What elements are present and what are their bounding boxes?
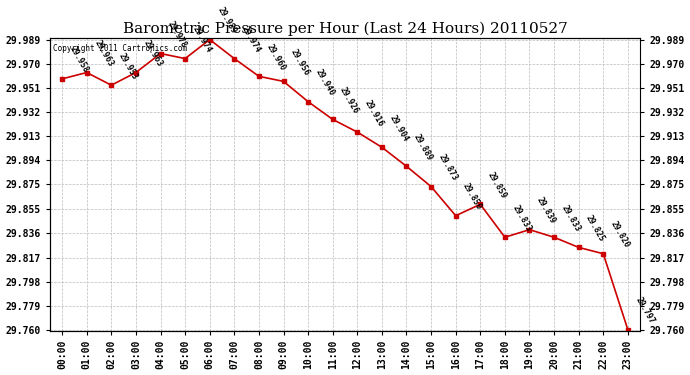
Text: 29.833: 29.833 [511,203,533,233]
Text: 29.958: 29.958 [68,45,90,75]
Text: 29.904: 29.904 [388,113,410,143]
Text: 29.916: 29.916 [363,98,385,128]
Text: 29.839: 29.839 [535,196,558,225]
Text: 29.859: 29.859 [486,170,509,200]
Text: 29.956: 29.956 [289,47,311,77]
Text: 29.978: 29.978 [166,20,188,50]
Text: 29.820: 29.820 [609,220,631,250]
Text: 29.963: 29.963 [92,39,115,68]
Text: 29.833: 29.833 [560,203,582,233]
Text: 29.974: 29.974 [240,25,262,54]
Text: 29.960: 29.960 [264,42,287,72]
Text: 29.850: 29.850 [461,182,484,212]
Text: 29.873: 29.873 [437,153,459,182]
Text: 29.889: 29.889 [412,132,435,162]
Text: 29.974: 29.974 [190,25,213,54]
Text: 29.797: 29.797 [633,296,656,326]
Text: 29.989: 29.989 [215,6,237,35]
Text: 29.825: 29.825 [584,213,607,243]
Text: 29.926: 29.926 [338,86,361,115]
Text: 29.963: 29.963 [141,39,164,68]
Text: 29.953: 29.953 [117,51,139,81]
Title: Barometric Pressure per Hour (Last 24 Hours) 20110527: Barometric Pressure per Hour (Last 24 Ho… [123,21,567,36]
Text: 29.940: 29.940 [314,68,336,98]
Text: Copyright 2011 Cartronics.com: Copyright 2011 Cartronics.com [52,44,187,53]
